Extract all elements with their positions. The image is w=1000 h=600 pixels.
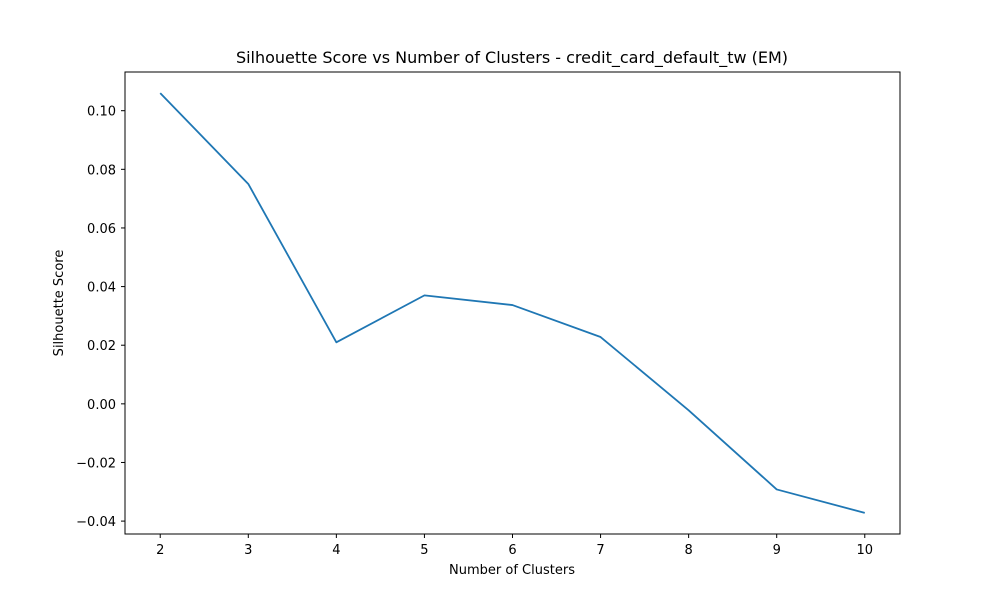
y-tick-label: 0.10 — [87, 105, 116, 120]
y-tick-label: −0.04 — [76, 515, 116, 530]
x-tick-label: 6 — [508, 543, 516, 558]
y-axis-ticks: −0.04 −0.02 0.00 0.02 0.04 0.06 0.08 0.10 — [76, 105, 125, 530]
chart-title: Silhouette Score vs Number of Clusters -… — [236, 48, 788, 68]
series-line — [159, 92, 866, 514]
y-tick-label: 0.06 — [87, 222, 116, 237]
y-tick-label: 0.02 — [87, 339, 116, 354]
plot-area — [124, 71, 901, 535]
x-tick-label: 5 — [420, 543, 428, 558]
x-axis-ticks: 2 3 4 5 6 7 8 9 10 — [156, 534, 873, 558]
y-tick-label: 0.00 — [87, 398, 116, 413]
x-tick-label: 2 — [156, 543, 164, 558]
y-axis-label: Silhouette Score — [52, 250, 67, 357]
x-tick-label: 8 — [684, 543, 692, 558]
y-tick-label: 0.08 — [87, 163, 116, 178]
x-tick-label: 3 — [244, 543, 252, 558]
y-tick-label: 0.04 — [87, 281, 116, 296]
x-tick-label: 4 — [332, 543, 340, 558]
x-axis-label: Number of Clusters — [449, 563, 575, 578]
series-layer — [159, 92, 866, 514]
y-tick-label: −0.02 — [76, 456, 116, 471]
x-tick-label: 10 — [856, 543, 873, 558]
x-tick-label: 7 — [596, 543, 604, 558]
x-tick-label: 9 — [773, 543, 781, 558]
